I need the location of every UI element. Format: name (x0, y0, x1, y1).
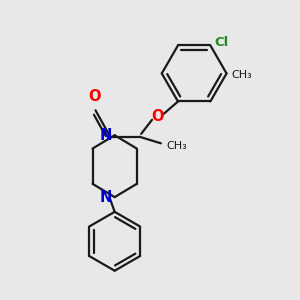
Text: O: O (151, 109, 164, 124)
Text: CH₃: CH₃ (166, 141, 187, 151)
Text: N: N (100, 190, 112, 205)
Text: Cl: Cl (215, 36, 229, 49)
Text: CH₃: CH₃ (231, 70, 252, 80)
Text: O: O (88, 89, 100, 104)
Text: N: N (100, 128, 112, 143)
